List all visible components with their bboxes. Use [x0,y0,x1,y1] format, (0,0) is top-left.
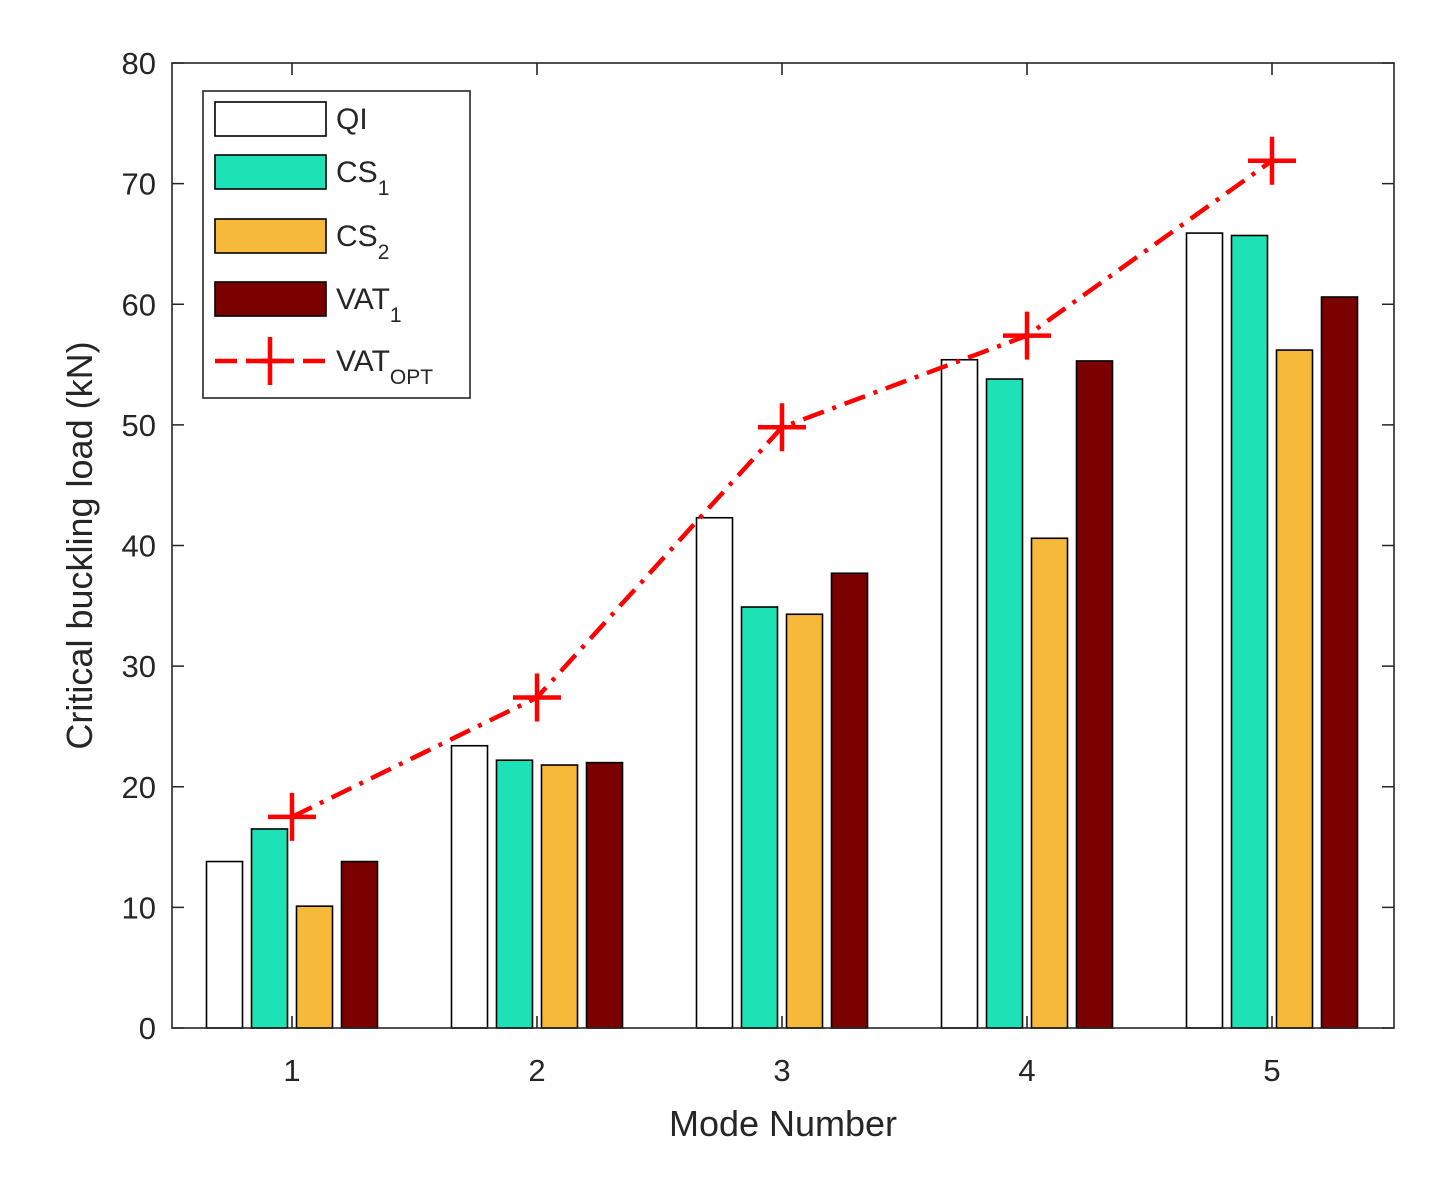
marker-vatopt-mode-3 [758,403,806,452]
legend-swatch-cs1 [214,154,327,190]
y-tick-label: 0 [139,1011,156,1046]
bar-vat1-mode-2 [585,761,624,1029]
legend-label-vat1: VAT1 [336,283,402,327]
bar-vat1-mode-5 [1320,296,1359,1029]
marker-vatopt-mode-4 [1003,311,1051,360]
y-tick-label: 50 [122,408,156,443]
axes-layer: 0 10 20 30 40 50 60 70 80 1 2 3 4 5 [122,46,1395,1088]
bar-cs2-mode-4 [1030,537,1069,1029]
x-tick-label: 5 [1263,1053,1280,1088]
y-tick-label: 70 [122,167,156,202]
legend-label-cs2: CS2 [336,220,389,264]
y-tick-label: 40 [122,529,156,564]
bar-vat1-mode-1 [340,860,379,1029]
x-tick-label: 4 [1018,1053,1035,1088]
bar-cs2-mode-2 [540,764,579,1029]
bar-cs1-mode-4 [985,378,1024,1029]
legend-marker-vatopt [246,337,294,385]
bar-vat1-mode-3 [830,572,869,1029]
bar-qi-mode-4 [940,358,979,1029]
legend-label-qi: QI [336,103,368,136]
y-tick-label: 80 [122,46,156,81]
bar-vat1-mode-4 [1075,360,1114,1029]
y-tick-label: 30 [122,649,156,684]
line-layer [268,136,1296,841]
bar-cs1-mode-3 [740,606,779,1029]
x-tick-label: 3 [773,1053,790,1088]
bar-qi-mode-2 [450,744,489,1029]
legend-label-cs1: CS1 [336,156,389,200]
bar-qi-mode-1 [205,860,244,1029]
x-tick-label: 1 [283,1053,300,1088]
bar-qi-mode-5 [1185,232,1224,1029]
legend-swatch-cs2 [214,218,327,254]
bar-cs2-mode-1 [295,905,334,1029]
x-tick-label: 2 [528,1053,545,1088]
bar-cs1-mode-1 [250,828,289,1029]
y-tick-label: 20 [122,770,156,805]
legend-swatch-qi [214,101,327,137]
y-tick-label: 10 [122,890,156,925]
marker-vatopt-mode-1 [268,792,316,841]
bar-cs2-mode-3 [785,613,824,1029]
bar-cs2-mode-5 [1275,349,1314,1029]
marker-vatopt-mode-5 [1248,136,1296,185]
bars-layer [205,232,1359,1029]
y-axis-label: Critical buckling load (kN) [59,341,100,749]
legend-swatch-vat1 [214,281,327,317]
bar-qi-mode-3 [695,516,734,1029]
marker-vatopt-mode-2 [513,673,561,722]
bar-cs1-mode-5 [1230,234,1269,1029]
y-tick-label: 60 [122,287,156,322]
legend: QI CS1 CS2 VAT1 VATOPT [202,90,471,399]
bar-cs1-mode-2 [495,759,534,1029]
legend-label-vatopt: VATOPT [336,345,433,389]
x-axis-label: Mode Number [669,1103,897,1144]
